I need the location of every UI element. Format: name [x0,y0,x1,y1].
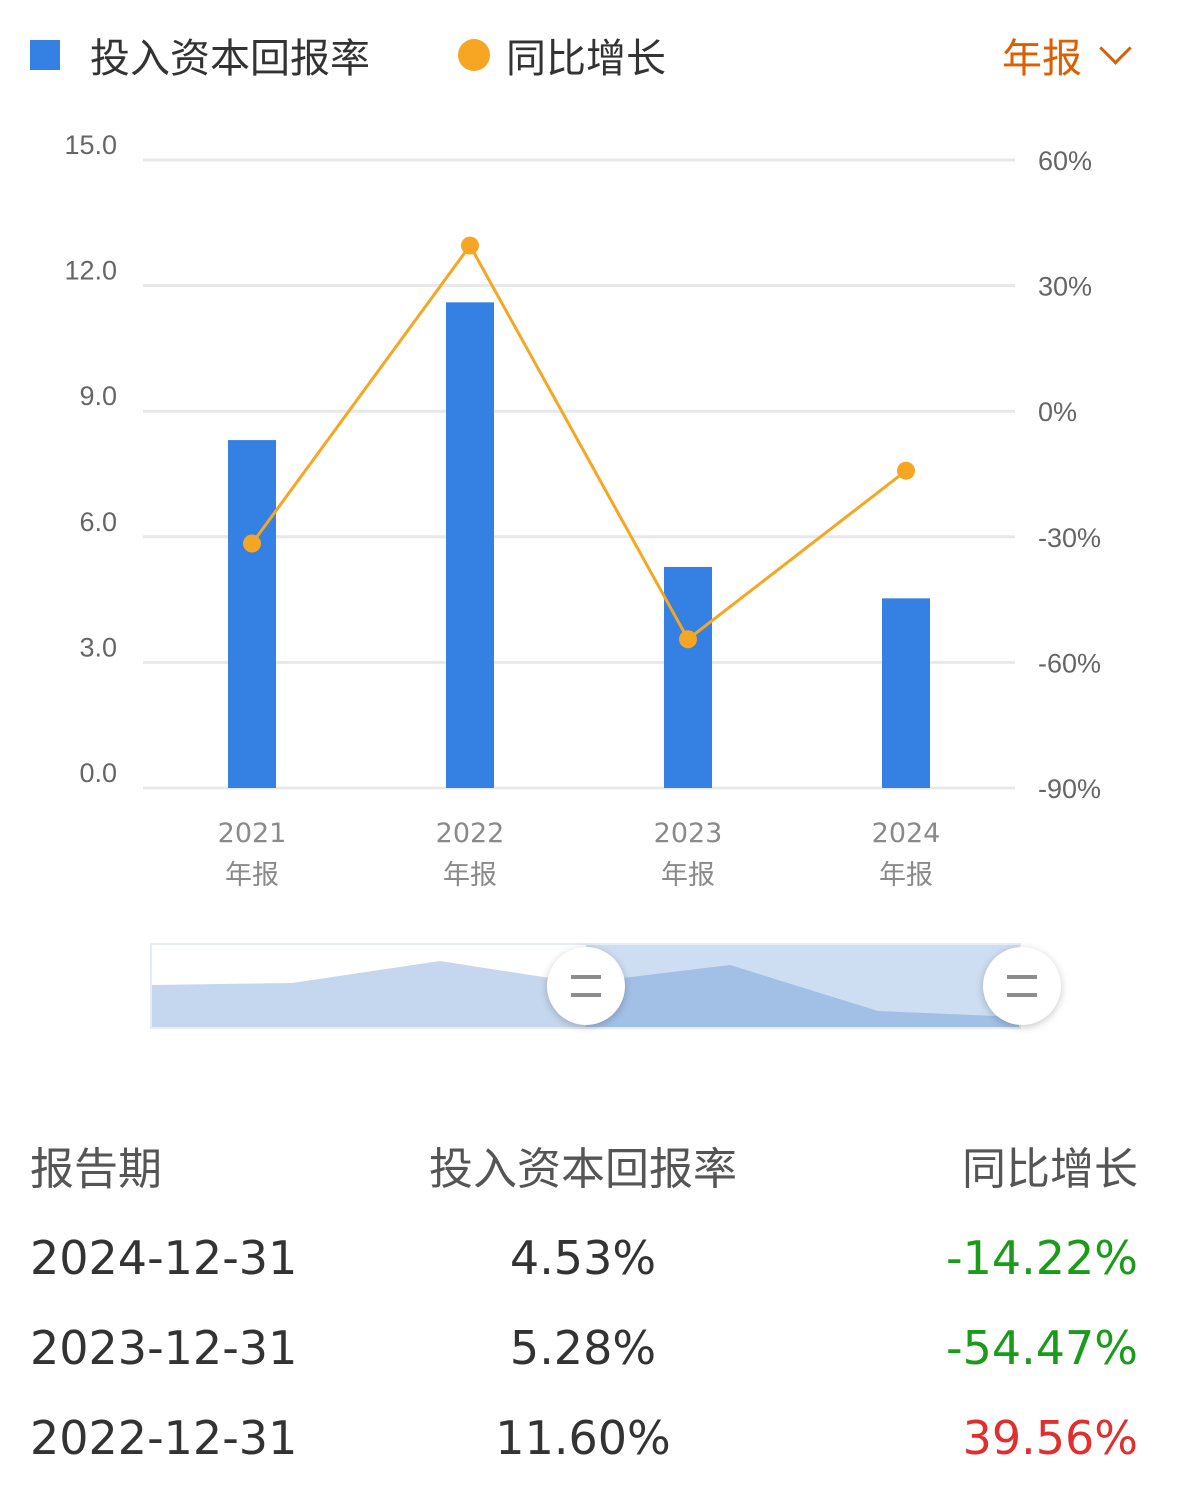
x-axis-categories: 2021 年报 2022 年报 2023 年报 2024 年报 [218,818,941,891]
x-axis-category-line: 年报 [225,860,279,891]
x-axis-category-label: 2022 年报 [436,818,505,891]
grip-lines-icon [1007,975,1037,997]
yoy-line-series [243,236,915,649]
x-axis-category-line: 年报 [443,860,497,891]
range-slider-right-handle[interactable] [983,947,1061,1025]
right-axis-tick-label: 0% [1038,397,1077,427]
x-axis-category-line: 2024 [872,818,941,849]
x-axis-category-line: 2023 [654,818,723,849]
legend-item-roic[interactable]: 投入资本回报率 [30,26,370,84]
row-date: 2022-12-31 [30,1411,298,1465]
table-row[interactable]: 2024-12-31 4.53% -14.22% [30,1218,1138,1308]
left-axis-tick-label: 9.0 [79,381,117,411]
chart-legend: 投入资本回报率 同比增长 年报 [0,0,1179,110]
table-header-row: 报告期 投入资本回报率 同比增长 [30,1130,1138,1218]
x-axis-category-line: 年报 [661,860,715,891]
table-header-roic[interactable]: 投入资本回报率 [429,1144,737,1195]
legend-swatch-yoy-icon [458,39,490,71]
x-axis-category-line: 2021 [218,818,287,849]
chart-gridlines [143,158,1015,790]
range-slider-track[interactable] [150,943,1021,1029]
right-y-axis: -90% -60% -30% 0% 30% 60% [1038,146,1101,804]
row-date: 2024-12-31 [30,1231,298,1285]
left-axis-tick-label: 3.0 [79,632,117,662]
yoy-point [679,630,697,649]
yoy-point [897,461,915,480]
row-yoy-value: -54.47% [946,1321,1138,1375]
period-select-dropdown[interactable]: 年报 [1002,26,1132,84]
roic-bar-series [228,302,930,788]
legend-label-yoy: 同比增长 [506,36,666,82]
roic-combo-chart: 0.0 3.0 6.0 9.0 12.0 15.0 -90% -60% -30% 0% 30% 60… [64,130,1101,891]
row-roic-value: 5.28% [509,1321,657,1375]
range-slider-left-handle[interactable] [547,947,625,1025]
table-row[interactable]: 2022-12-31 11.60% 39.56% [30,1398,1138,1488]
x-axis-category-label: 2024 年报 [872,818,941,891]
row-roic-value: 4.53% [509,1231,657,1285]
right-axis-tick-label: -60% [1038,648,1101,678]
row-yoy-value: 39.56% [962,1411,1138,1465]
row-roic-value: 11.60% [495,1411,671,1465]
left-axis-tick-label: 12.0 [64,256,117,286]
table-row[interactable]: 2023-12-31 5.28% -54.47% [30,1308,1138,1398]
grip-lines-icon [571,975,601,997]
slider-selected-range [586,945,1019,1027]
left-axis-tick-label: 6.0 [79,507,117,537]
roic-bar [228,440,276,788]
roic-bar [882,598,930,788]
x-axis-category-label: 2021 年报 [218,818,287,891]
row-yoy-value: -14.22% [946,1231,1138,1285]
x-axis-category-line: 年报 [879,860,933,891]
legend-label-roic: 投入资本回报率 [90,36,370,82]
yoy-point [243,534,261,553]
left-axis-tick-label: 0.0 [79,758,117,788]
chevron-down-icon [1099,31,1132,65]
table-header-period[interactable]: 报告期 [30,1144,162,1195]
data-table: 报告期 投入资本回报率 同比增长 2024-12-31 4.53% -14.22… [30,1130,1138,1488]
right-axis-tick-label: -30% [1038,523,1101,553]
x-axis-category-label: 2023 年报 [654,818,723,891]
left-axis-tick-label: 15.0 [64,130,117,160]
legend-item-yoy[interactable]: 同比增长 [458,26,666,84]
yoy-line [250,242,907,642]
table-header-yoy[interactable]: 同比增长 [962,1144,1138,1195]
x-axis-category-line: 2022 [436,818,505,849]
right-axis-tick-label: 60% [1038,146,1092,176]
left-y-axis: 0.0 3.0 6.0 9.0 12.0 15.0 [64,130,117,788]
row-date: 2023-12-31 [30,1321,298,1375]
right-axis-tick-label: 30% [1038,272,1092,302]
roic-bar [664,566,712,788]
period-select-label: 年报 [1002,36,1082,82]
legend-swatch-roic-icon [30,40,60,70]
yoy-point [461,236,479,255]
roic-bar [446,302,494,788]
right-axis-tick-label: -90% [1038,774,1101,804]
